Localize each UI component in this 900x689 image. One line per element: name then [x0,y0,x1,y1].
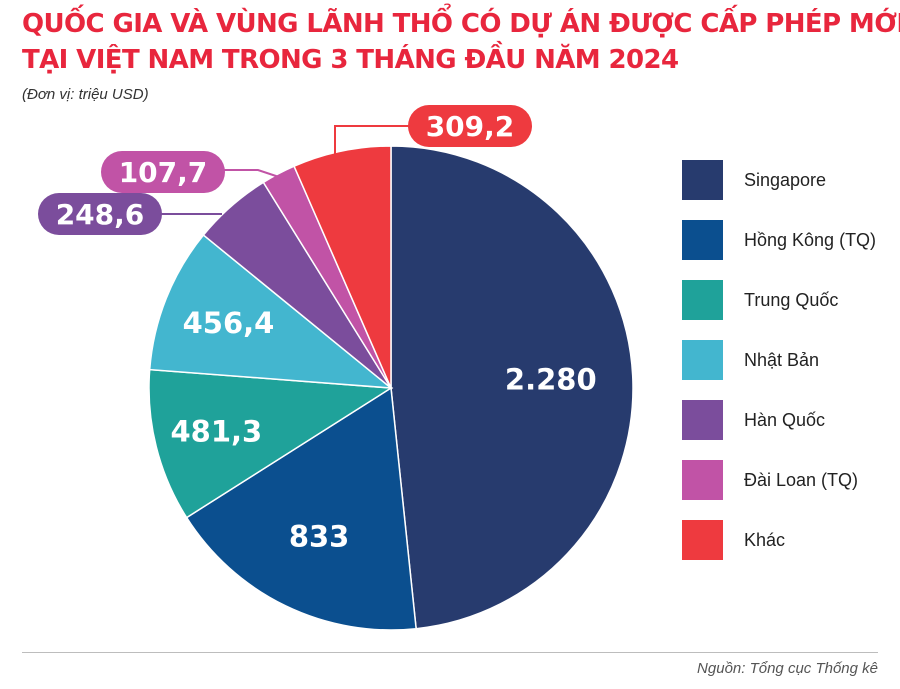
pie-slice-singapore [390,145,634,630]
data-label-nhat-ban: 456,4 [183,306,275,340]
data-label-khac: 309,2 [426,110,515,143]
leader-line-khac [334,125,410,186]
chart-title: QUỐC GIA VÀ VÙNG LÃNH THỔ CÓ DỰ ÁN ĐƯỢC … [22,6,900,78]
legend-swatch [682,220,723,260]
legend-label: Hàn Quốc [744,409,826,430]
legend-item-dai-loan-tq: Đài Loan (TQ) [682,460,892,500]
legend-swatch [682,460,723,500]
legend-item-singapore: Singapore [682,160,892,200]
data-label-hong-kong-tq: 833 [289,520,350,554]
legend-item-trung-quoc: Trung Quốc [682,280,892,320]
pie-slice-trung-quoc [148,368,394,519]
pie-slice-hong-kong-tq [185,386,417,631]
pie-slices [148,145,634,631]
legend-label: Nhật Bản [744,349,820,370]
chart-title-line-2: TẠI VIỆT NAM TRONG 3 THÁNG ĐẦU NĂM 2024 [22,45,679,75]
callout-tag-han-quoc [38,193,162,235]
source-note: Nguồn: Tổng cục Thống kê [697,660,878,677]
leader-line-dai-loan-tq [210,169,283,179]
pie-slice-nhat-ban [148,233,394,389]
callouts: 248,6 107,7 309,2 [38,105,532,235]
data-label-singapore: 2.280 [505,363,597,397]
footer-divider [22,652,878,653]
pie-slice-khac [293,145,392,389]
legend-swatch [682,340,723,380]
unit-note: (Đơn vị: triệu USD) [22,86,149,103]
legend-label: Khác [744,529,786,550]
legend-label: Đài Loan (TQ) [744,469,859,490]
data-label-trung-quoc: 481,3 [170,415,262,449]
legend-label: Trung Quốc [744,289,839,310]
legend-label: Singapore [744,169,827,190]
legend-item-nhat-ban: Nhật Bản [682,340,892,380]
legend-swatch [682,280,723,320]
legend-item-hong-kong-tq: Hồng Kông (TQ) [682,220,892,260]
legend-label: Hồng Kông (TQ) [744,229,877,250]
legend-swatch [682,160,723,200]
data-label-dai-loan-tq: 107,7 [119,156,208,189]
callout-tag-khac [408,105,532,147]
legend-swatch [682,520,723,560]
legend-item-han-quoc: Hàn Quốc [682,400,892,440]
chart-legend: Singapore Hồng Kông (TQ) Trung Quốc Nhật Bả… [682,160,892,580]
legend-item-khac: Khác [682,520,892,560]
chart-title-line-1: QUỐC GIA VÀ VÙNG LÃNH THỔ CÓ DỰ ÁN ĐƯỢC … [22,9,900,39]
data-label-han-quoc: 248,6 [56,198,145,231]
callout-tag-dai-loan-tq [101,151,225,193]
legend-swatch [682,400,723,440]
